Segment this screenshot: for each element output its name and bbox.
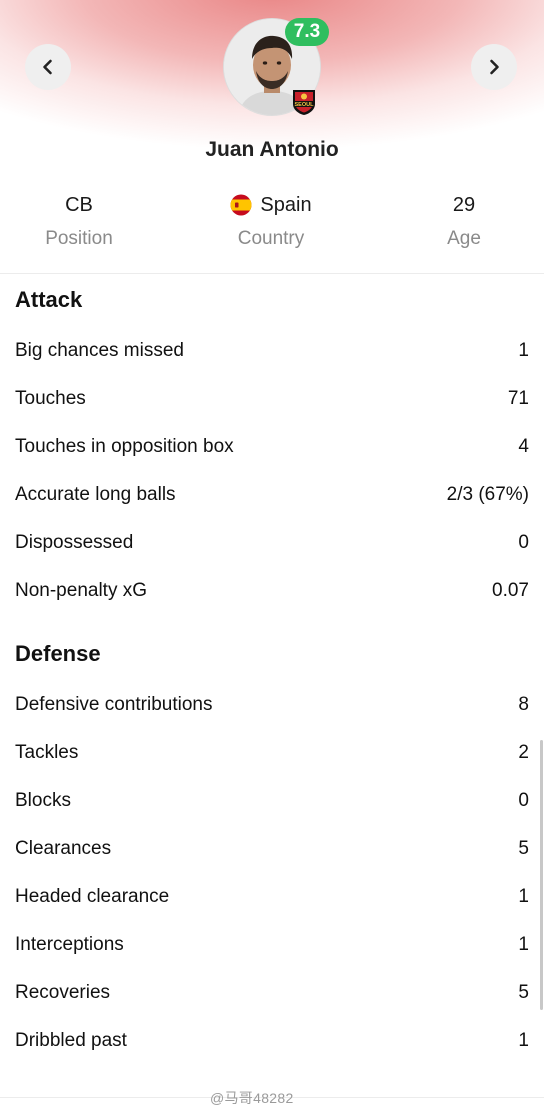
watermark: @马哥48282 — [210, 1090, 294, 1106]
stat-label: Big chances missed — [15, 340, 184, 361]
stat-value: 1 — [518, 1030, 529, 1051]
section-divider — [0, 273, 544, 274]
stat-row-accurate-long-balls: Accurate long balls 2/3 (67%) — [15, 480, 529, 510]
position-value: CB — [65, 194, 93, 216]
stat-row-defensive-contributions: Defensive contributions 8 — [15, 690, 529, 720]
stat-value: 0.07 — [492, 580, 529, 601]
stat-label: Touches — [15, 388, 86, 409]
stat-row-tackles: Tackles 2 — [15, 738, 529, 768]
stat-label: Headed clearance — [15, 886, 170, 907]
stat-row-dribbled-past: Dribbled past 1 — [15, 1026, 529, 1056]
stat-value: 1 — [518, 340, 529, 361]
stat-value: 2 — [518, 742, 529, 763]
attack-section-title: Attack — [15, 287, 83, 312]
stat-label: Non-penalty xG — [15, 580, 148, 601]
country-value-group: Spain — [191, 192, 351, 218]
player-rating-badge: 7.3 — [285, 18, 329, 46]
stat-row-non-penalty-xg: Non-penalty xG 0.07 — [15, 576, 529, 606]
stat-value: 0 — [518, 532, 529, 553]
next-player-button[interactable] — [471, 44, 517, 90]
age-label: Age — [447, 228, 481, 249]
club-badge-icon: SEOUL — [293, 90, 315, 115]
stat-label: Interceptions — [15, 934, 124, 955]
stat-value: 8 — [518, 694, 529, 715]
chevron-right-icon — [490, 59, 499, 75]
stat-label: Dribbled past — [15, 1030, 127, 1051]
scrollbar[interactable] — [540, 740, 543, 1010]
player-name: Juan Antonio — [205, 138, 339, 161]
spain-flag-icon — [230, 194, 252, 216]
age-value: 29 — [452, 194, 476, 216]
stat-value: 4 — [518, 436, 529, 457]
stat-row-interceptions: Interceptions 1 — [15, 930, 529, 960]
stat-value: 1 — [518, 934, 529, 955]
country-value: Spain — [260, 194, 312, 216]
stat-label: Touches in opposition box — [15, 436, 234, 457]
stat-row-clearances: Clearances 5 — [15, 834, 529, 864]
stat-value: 1 — [518, 886, 529, 907]
stat-row-blocks: Blocks 0 — [15, 786, 529, 816]
stat-row-recoveries: Recoveries 5 — [15, 978, 529, 1008]
country-label: Country — [237, 228, 305, 249]
defense-section-title: Defense — [15, 641, 101, 666]
stat-label: Defensive contributions — [15, 694, 213, 715]
position-label: Position — [45, 228, 113, 249]
player-avatar-group: 7.3 SEOUL — [223, 18, 329, 116]
chevron-left-icon — [43, 59, 52, 75]
bottom-divider — [0, 1097, 544, 1098]
stat-row-dispossessed: Dispossessed 0 — [15, 528, 529, 558]
previous-player-button[interactable] — [25, 44, 71, 90]
stat-label: Blocks — [15, 790, 71, 811]
stat-row-touches-in-opposition-box: Touches in opposition box 4 — [15, 432, 529, 462]
stat-label: Clearances — [15, 838, 112, 859]
age-info: 29 Age — [384, 192, 544, 252]
stat-label: Dispossessed — [15, 532, 134, 553]
stat-value: 2/3 (67%) — [446, 484, 529, 505]
country-info: Spain Country — [191, 192, 351, 252]
stat-value: 5 — [518, 982, 529, 1003]
position-info: CB Position — [0, 192, 159, 252]
stat-value: 71 — [507, 388, 529, 409]
stat-label: Tackles — [15, 742, 79, 763]
stat-label: Accurate long balls — [15, 484, 176, 505]
stat-label: Recoveries — [15, 982, 111, 1003]
stat-value: 5 — [518, 838, 529, 859]
club-badge-text: SEOUL — [295, 102, 315, 108]
stat-value: 0 — [518, 790, 529, 811]
stat-row-touches: Touches 71 — [15, 384, 529, 414]
stat-row-headed-clearance: Headed clearance 1 — [15, 882, 529, 912]
stat-row-big-chances-missed: Big chances missed 1 — [15, 336, 529, 366]
